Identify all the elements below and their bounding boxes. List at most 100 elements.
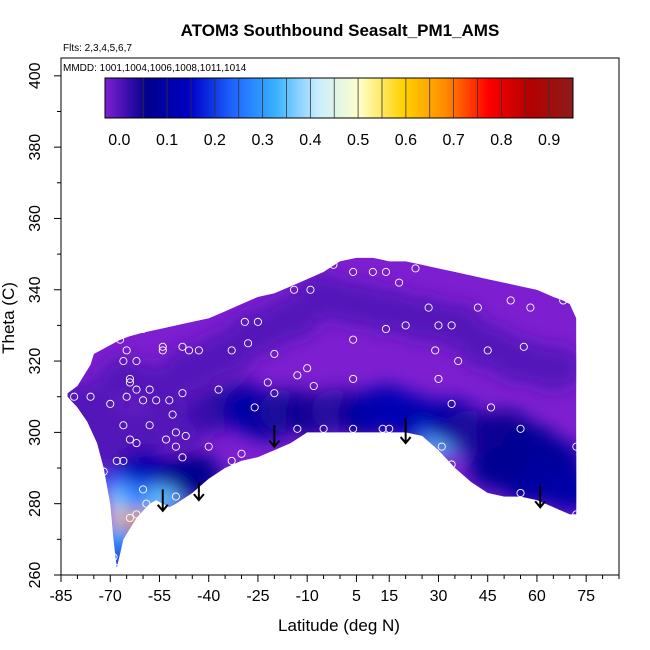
sample-point (178, 342, 187, 351)
sample-point (263, 378, 272, 387)
sample-point (559, 296, 568, 305)
sample-point (139, 324, 148, 334)
sample-point (122, 346, 131, 355)
sample-point (132, 510, 141, 519)
sample-point (447, 399, 456, 408)
x-tick-label: 15 (380, 588, 398, 605)
colorbar-gradient (104, 77, 574, 119)
sample-point (168, 410, 177, 419)
sample-point (270, 349, 279, 358)
sample-point (447, 321, 456, 330)
sample-point (395, 278, 404, 287)
x-tick-label: -70 (99, 588, 122, 605)
arrow-head (268, 440, 281, 449)
sample-point (132, 357, 141, 366)
arrow-marker (268, 425, 281, 449)
y-tick-label: 360 (27, 205, 44, 232)
sample-point (483, 346, 492, 355)
sample-point (109, 553, 118, 562)
colorbar-tick-label: 0.8 (490, 132, 512, 149)
sample-point (125, 378, 134, 387)
colorbar-tick-label: 0.7 (442, 132, 464, 149)
sample-point (178, 389, 187, 398)
x-tick-label: 5 (352, 588, 361, 605)
sample-point (349, 335, 358, 344)
arrow-marker (193, 482, 205, 502)
heatmap-cell (131, 512, 155, 531)
x-tick-label: -10 (296, 588, 319, 605)
sample-point (378, 424, 387, 433)
sample-point (132, 385, 141, 394)
y-tick-label: 400 (27, 62, 44, 89)
sample-point (349, 267, 358, 276)
sample-point (171, 428, 180, 437)
sample-point (506, 296, 515, 305)
sample-point (293, 371, 302, 380)
sample-point (152, 396, 161, 405)
x-tick-label: -40 (197, 588, 220, 605)
colorbar-tick-label: 0.3 (251, 132, 273, 149)
sample-point (486, 403, 496, 412)
sample-point (349, 424, 358, 433)
sample-point (139, 485, 148, 494)
sample-point (227, 456, 236, 465)
sample-point (142, 499, 151, 508)
dates-label: MMDD: 1001,1004,1006,1008,1011,1014 (63, 63, 247, 74)
sample-point (194, 346, 203, 355)
sample-point (240, 317, 249, 326)
sample-point (437, 442, 446, 451)
sample-point (119, 421, 128, 430)
x-axis: -85 -70 -55 -40 -25 -10 5 15 30 45 60 75 (49, 575, 620, 605)
sample-point (381, 267, 391, 276)
sample-point (411, 264, 420, 273)
sample-point (181, 431, 190, 440)
flights-label: Flts: 2,3,4,5,6,7 (63, 43, 132, 54)
sample-point (116, 335, 125, 344)
arrow-marker (156, 489, 169, 513)
sample-point (572, 442, 581, 451)
sample-point (519, 342, 528, 351)
colorbar-tick-label: 0.6 (395, 132, 417, 149)
colorbar-tick-label: 0.2 (204, 132, 226, 149)
sample-point (119, 456, 128, 465)
sample-point (381, 324, 391, 334)
arrow-head (193, 493, 205, 502)
sample-point (171, 442, 180, 451)
sample-point (253, 317, 262, 326)
sample-point (516, 424, 525, 433)
sample-point (125, 435, 134, 444)
sample-point (70, 392, 79, 401)
sample-point (424, 303, 433, 312)
sample-point (316, 253, 325, 262)
sample-point (214, 385, 223, 394)
sample-point (119, 357, 128, 366)
colorbar-dividers (142, 78, 550, 118)
y-tick-label: 340 (27, 276, 44, 303)
colorbar-tick-label: 0.1 (156, 132, 178, 149)
x-tick-label: -55 (148, 588, 171, 605)
sample-point (526, 303, 535, 312)
sample-point (86, 392, 95, 401)
arrow-markers (156, 418, 546, 513)
sample-point (165, 396, 174, 405)
y-tick-label: 320 (27, 348, 44, 375)
sample-point (250, 403, 259, 412)
sample-point (161, 435, 171, 444)
sample-point (106, 399, 115, 408)
arrow-marker (534, 485, 546, 509)
sample-point (158, 342, 167, 351)
sample-point (401, 321, 410, 330)
x-tick-label: 75 (577, 588, 595, 605)
chart-title: ATOM3 Southbound Seasalt_PM1_AMS (181, 21, 500, 40)
sample-point (309, 381, 318, 391)
heatmap-cell (524, 346, 577, 391)
colorbar-tick-label: 0.9 (538, 132, 560, 149)
sample-point (112, 456, 121, 465)
sample-point (447, 460, 456, 469)
y-axis-label: Theta (C) (0, 282, 18, 354)
arrow-head (399, 436, 412, 445)
sample-point (431, 346, 440, 355)
heatmap-cells (67, 274, 577, 568)
